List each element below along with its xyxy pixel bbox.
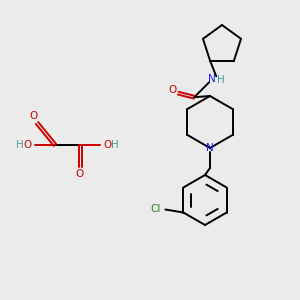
Text: O: O [76, 169, 84, 179]
Text: O: O [168, 85, 176, 95]
Text: H: H [16, 140, 24, 150]
Text: O: O [103, 140, 111, 150]
Text: O: O [24, 140, 32, 150]
Text: H: H [218, 75, 225, 85]
Text: N: N [206, 143, 214, 153]
Text: H: H [111, 140, 119, 150]
Text: N: N [208, 74, 216, 84]
Text: Cl: Cl [150, 203, 161, 214]
Text: O: O [29, 111, 37, 121]
